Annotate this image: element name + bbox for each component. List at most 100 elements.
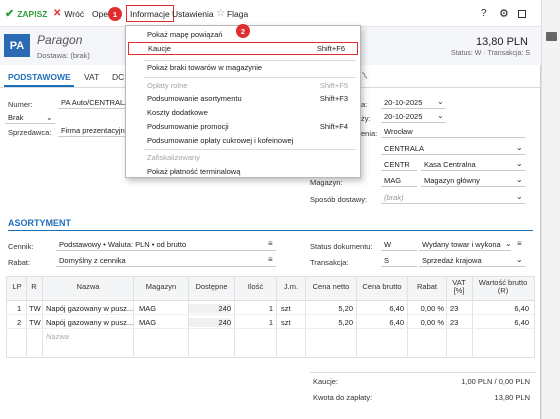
section-divider <box>8 230 533 231</box>
chevron-down-icon[interactable]: ⌄ <box>46 113 53 122</box>
transaction-field[interactable]: Sprzedaż krajowa <box>419 254 525 267</box>
chevron-down-icon[interactable]: ⌄ <box>516 175 523 184</box>
discount-field[interactable]: Domyślny z cennika <box>56 254 276 267</box>
menu-item-stock-shortages[interactable]: Pokaż braki towarów w magazynie <box>147 63 263 72</box>
close-icon: ✕ <box>53 8 62 19</box>
col-net-price[interactable]: Cena netto <box>312 282 350 291</box>
place-field[interactable]: Wrocław <box>381 125 525 138</box>
comment-icon[interactable] <box>546 32 557 41</box>
date1-field[interactable]: 20-10-2025 <box>381 96 446 109</box>
cell-gross-value: 6,40 <box>514 318 529 327</box>
cell-lp: 2 <box>17 318 22 327</box>
star-icon: ☆ <box>216 8 225 19</box>
cell-quantity: 1 <box>268 318 273 327</box>
menu-item-fiscalized: Zafiskalizowany <box>147 153 200 162</box>
brak-select[interactable]: Brak <box>5 111 55 124</box>
document-type-badge: PA <box>4 34 30 57</box>
number-field[interactable]: PA Auto/CENTRALA <box>58 96 128 109</box>
col-lp[interactable]: LP <box>12 282 22 291</box>
tab-dc[interactable]: DC <box>112 72 125 82</box>
cell-gross-price: 6,40 <box>389 318 404 327</box>
menu-item-relations-map[interactable]: Pokaż mapę powiązań <box>147 30 223 39</box>
doc-status-field[interactable]: Wydany towar i wykona <box>419 238 511 251</box>
cell-name: Napój gazowany w pusz... <box>46 304 134 313</box>
save-button[interactable]: ✔ ZAPISZ <box>5 8 48 20</box>
menu-separator <box>144 60 356 61</box>
col-name[interactable]: Nazwa <box>76 282 100 291</box>
new-row-input[interactable]: Nazwa <box>46 332 69 341</box>
register-field[interactable]: Kasa Centralna <box>421 158 525 171</box>
menu-icon[interactable]: ≡ <box>268 239 273 248</box>
transaction-code[interactable]: S <box>381 254 417 267</box>
date2-label: ży: <box>361 114 371 123</box>
menu-icon[interactable]: ≡ <box>517 239 522 248</box>
pricelist-field[interactable]: Podstawowy • Waluta: PLN • od brutto <box>56 238 276 251</box>
document-status: Status: W · Transakcja: S <box>451 50 530 57</box>
menu-item-promotions-summary[interactable]: Podsumowanie promocji Shift+F4 <box>147 122 348 131</box>
side-panel <box>541 0 560 419</box>
chevron-down-icon[interactable]: ⌄ <box>516 143 523 152</box>
chevron-down-icon[interactable]: ⌄ <box>516 192 523 201</box>
col-r[interactable]: R <box>31 282 37 291</box>
col-quantity[interactable]: Ilość <box>247 282 264 291</box>
flag-button[interactable]: ☆ Flaga <box>216 8 249 19</box>
back-button[interactable]: ✕ Wróć <box>53 8 85 19</box>
menu-separator <box>144 77 356 78</box>
table-row[interactable] <box>7 315 534 329</box>
chevron-down-icon[interactable]: ⌄ <box>437 111 444 120</box>
chevron-down-icon[interactable]: ⌄ <box>437 97 444 106</box>
doc-status-label: Status dokumentu: <box>310 242 373 251</box>
menu-item-deposits[interactable]: Kaucje Shift+F6 <box>128 42 358 55</box>
app-window: ✔ ZAPISZ ✕ Wróć Opera Informacje Ustawie… <box>0 0 541 419</box>
step-badge-2: 2 <box>236 24 250 38</box>
seller-field[interactable]: Firma prezentacyjn <box>58 124 128 137</box>
chevron-down-icon[interactable]: ⌄ <box>505 239 512 248</box>
tab-basic[interactable]: PODSTAWOWE <box>8 72 71 82</box>
delivery-field[interactable]: (brak) <box>381 191 525 204</box>
cell-discount: 0,00 % <box>420 318 444 327</box>
information-menu[interactable]: Informacje <box>126 5 174 22</box>
menu-item-terminal-payment[interactable]: Pokaż płatność terminalową <box>147 167 241 176</box>
date2-field[interactable]: 20-10-2025 <box>381 110 446 123</box>
items-table <box>6 276 535 358</box>
col-vat[interactable]: VAT [%] <box>452 278 466 295</box>
gear-icon[interactable]: ⚙ <box>499 8 509 20</box>
col-store[interactable]: Magazyn <box>145 282 177 291</box>
col-available[interactable]: Dostępne <box>195 282 228 291</box>
branch-field[interactable]: CENTRALA <box>381 142 525 155</box>
tab-vat[interactable]: VAT <box>84 72 100 82</box>
register-code[interactable]: CENTR <box>381 158 417 171</box>
col-discount[interactable]: Rabat <box>416 282 437 291</box>
cell-vat: 23 <box>450 318 459 327</box>
menu-item-extra-costs[interactable]: Koszty dodatkowe <box>147 108 208 117</box>
document-subtitle: Dostawa: (brak) <box>37 51 90 60</box>
menu-item-sugar-fee-summary[interactable]: Podsumowanie opłaty cukrowej i kofeinowe… <box>147 136 294 145</box>
menu-icon[interactable]: ≡ <box>268 255 273 264</box>
information-dropdown: Pokaż mapę powiązań Kaucje Shift+F6 Pokaż… <box>125 25 361 178</box>
col-gross-value[interactable]: Wartość brutto (R) <box>478 278 528 295</box>
step-badge-1: 1 <box>108 7 122 21</box>
col-gross-price[interactable]: Cena brutto <box>362 282 402 291</box>
cell-quantity: 1 <box>268 304 273 313</box>
col-unit[interactable]: J.m. <box>283 282 299 291</box>
cell-r: TW <box>29 318 41 327</box>
table-row[interactable] <box>7 301 534 315</box>
settings-menu[interactable]: Ustawienia <box>172 8 214 19</box>
chevron-down-icon[interactable]: ⌄ <box>516 255 523 264</box>
store-code[interactable]: MAG <box>381 174 417 187</box>
cell-store: MAG <box>139 304 157 313</box>
delivery-label: Sposób dostawy: <box>310 195 368 204</box>
deposit-label: Kaucje: <box>313 377 339 386</box>
chevron-down-icon[interactable]: ⌄ <box>516 159 523 168</box>
help-button[interactable]: ? <box>481 8 487 19</box>
store-field[interactable]: Magazyn główny <box>421 174 525 187</box>
menu-item-assortment-summary[interactable]: Podsumowanie asortymentu Shift+F3 <box>147 94 348 103</box>
footer-divider <box>310 372 536 373</box>
operations-menu[interactable]: Opera <box>92 8 116 19</box>
transaction-label: Transakcja: <box>310 258 349 267</box>
maximize-icon[interactable] <box>518 6 526 21</box>
cell-unit: szt <box>281 318 291 327</box>
cell-r: TW <box>29 304 41 313</box>
doc-status-code[interactable]: W <box>381 238 417 251</box>
cell-lp: 1 <box>17 304 22 313</box>
